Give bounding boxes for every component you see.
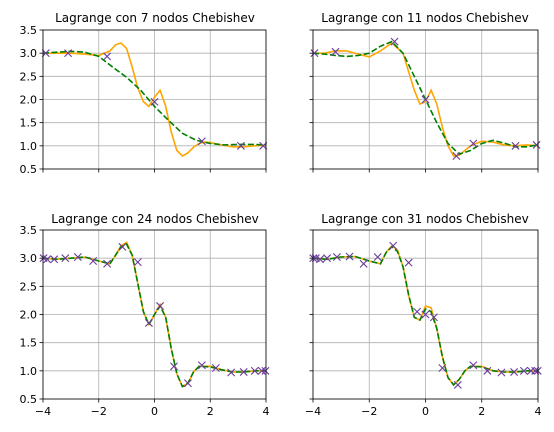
chebyshev-node-marker [332, 253, 341, 262]
chebyshev-node-marker [519, 366, 528, 375]
y-tick-label: 2.0 [20, 94, 38, 107]
chebyshev-node-marker [345, 252, 354, 261]
chebyshev-node-marker [89, 256, 98, 265]
x-tick-label: 4 [263, 405, 270, 418]
chebyshev-node-marker [183, 379, 192, 388]
axes-frame [42, 229, 267, 400]
y-tick-label: 2.5 [20, 280, 38, 293]
chebyshev-node-marker [469, 139, 478, 148]
chebyshev-node-marker [421, 310, 430, 319]
y-tick-label: 1.5 [20, 117, 38, 130]
chebyshev-node-marker [413, 307, 422, 316]
chebyshev-node-marker [511, 141, 520, 150]
y-tick-label: 1.5 [20, 337, 38, 350]
subplot-11-nodes: Lagrange con 11 nodos Chebishev [309, 11, 541, 173]
y-tick-label: 0.5 [20, 393, 38, 406]
reference-function-line [43, 50, 266, 146]
x-tick-label: 0 [422, 405, 429, 418]
chebyshev-node-marker [316, 255, 325, 264]
chebyshev-node-marker [497, 368, 506, 377]
axes-frame [42, 29, 267, 170]
subplot-title: Lagrange con 31 nodos Chebishev [321, 212, 528, 226]
chebyshev-node-marker [469, 361, 478, 370]
axes-frame [312, 29, 539, 170]
chebyshev-node-marker [531, 366, 540, 375]
chebyshev-node-marker [373, 253, 382, 262]
x-tick-label: −4 [305, 405, 321, 418]
chebyshev-node-marker [421, 95, 430, 104]
subplot-title: Lagrange con 24 nodos Chebishev [51, 212, 258, 226]
chebyshev-node-marker [310, 49, 319, 58]
chebyshev-node-marker [43, 255, 52, 264]
chebyshev-node-marker [390, 37, 399, 46]
y-tick-label: 1.0 [20, 140, 38, 153]
chebyshev-node-marker [389, 241, 398, 250]
subplot-title: Lagrange con 11 nodos Chebishev [321, 11, 528, 25]
chebyshev-node-marker [150, 97, 159, 106]
chebyshev-node-marker [170, 362, 179, 371]
x-tick-label: 4 [535, 405, 542, 418]
y-tick-label: 3.0 [20, 252, 38, 265]
subplot-24-nodes: Lagrange con 24 nodos Chebishev −4 −2 0 2 4 0… [20, 212, 270, 418]
chebyshev-node-marker [61, 254, 70, 263]
chebyshev-node-marker [331, 47, 340, 56]
chebyshev-node-marker [211, 364, 220, 373]
chebyshev-node-marker [323, 254, 332, 263]
y-tick-label: 2.0 [20, 309, 38, 322]
x-tick-label: 2 [207, 405, 214, 418]
x-tick-label: −4 [35, 405, 51, 418]
subplot-7-nodes: Lagrange con 7 nodos Chebishev 0.5 1.0 1.5… [20, 11, 268, 176]
chebyshev-node-marker [236, 141, 245, 150]
chebyshev-node-marker [510, 367, 519, 376]
chebyshev-node-marker [133, 258, 142, 267]
chebyshev-node-marker [404, 258, 413, 267]
chebyshev-node-marker [257, 366, 266, 375]
chebyshev-node-marker [197, 361, 206, 370]
x-tick-label: 0 [151, 405, 158, 418]
chebyshev-node-marker [239, 367, 248, 376]
chebyshev-node-marker [261, 366, 270, 375]
chebyshev-node-marker [103, 52, 112, 61]
chebyshev-node-marker [429, 313, 438, 322]
x-tick-label: 2 [478, 405, 485, 418]
y-tick-label: 0.5 [20, 163, 38, 176]
y-tick-label: 3.0 [20, 47, 38, 60]
subplot-title: Lagrange con 7 nodos Chebishev [55, 11, 255, 25]
y-tick-label: 3.5 [20, 224, 38, 237]
chebyshev-node-marker [532, 140, 541, 149]
chebyshev-node-marker [438, 364, 447, 373]
chebyshev-node-marker [118, 242, 127, 251]
chebyshev-node-marker [197, 137, 206, 146]
chebyshev-node-marker [227, 368, 236, 377]
chebyshev-node-marker [359, 259, 368, 268]
y-tick-label: 3.5 [20, 24, 38, 37]
chebyshev-node-marker [73, 253, 82, 262]
chebyshev-node-marker [103, 259, 112, 268]
chebyshev-node-marker [144, 318, 153, 327]
axes-frame [312, 229, 539, 400]
x-tick-label: −2 [361, 405, 377, 418]
y-tick-label: 2.5 [20, 70, 38, 83]
chebyshev-node-marker [50, 255, 59, 264]
chebyshev-node-marker [483, 366, 492, 375]
chebyshev-node-marker [453, 380, 462, 389]
chebyshev-node-marker [64, 49, 73, 58]
chebyshev-node-marker [452, 152, 461, 161]
subplot-31-nodes: Lagrange con 31 nodos Chebishev −4 −2 0 2 4 [305, 212, 542, 418]
reference-function-line [313, 245, 538, 387]
chebyshev-node-marker [156, 302, 165, 311]
y-tick-label: 1.0 [20, 365, 38, 378]
x-tick-label: −2 [91, 405, 107, 418]
chebyshev-node-marker [250, 366, 259, 375]
